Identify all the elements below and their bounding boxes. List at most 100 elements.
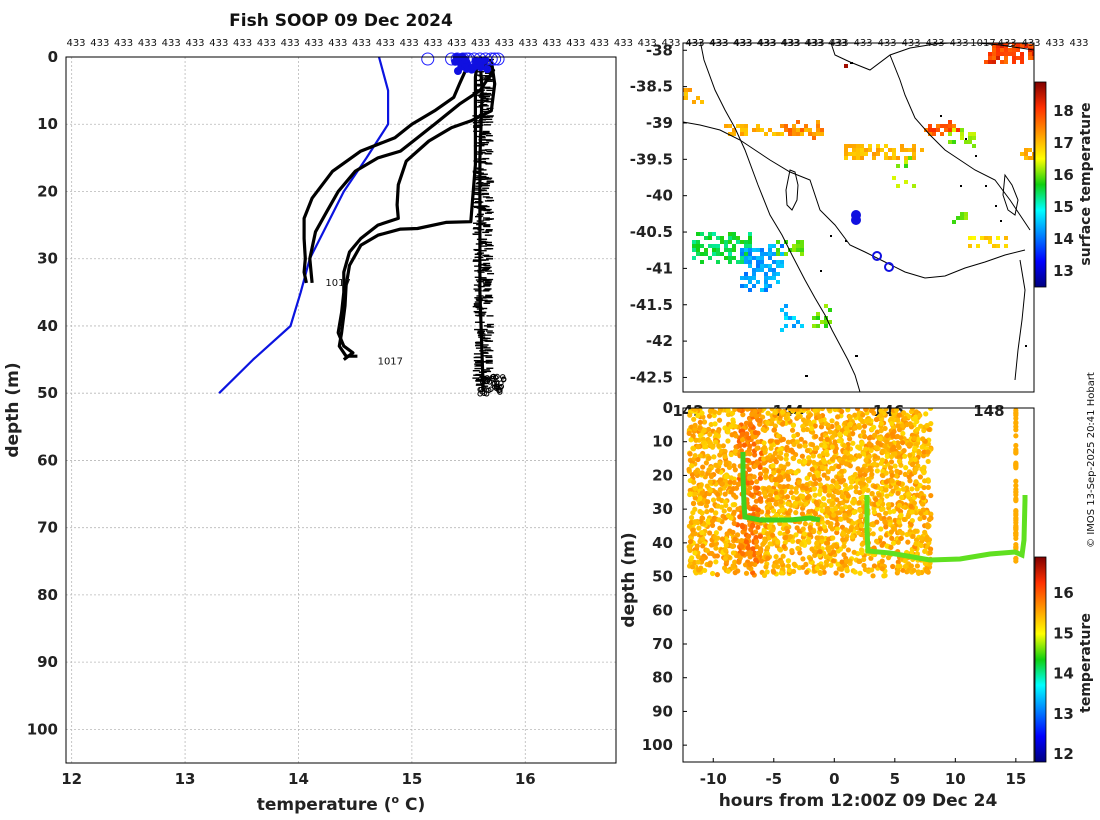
section-dot <box>868 447 874 453</box>
sst-pixel <box>904 156 908 160</box>
section-y-ticks: 0 10 20 30 40 50 60 70 80 90 100 <box>642 399 687 754</box>
section-dot <box>812 492 818 498</box>
sst-pixel <box>800 244 804 248</box>
section-dot <box>774 494 780 500</box>
sst-pixel <box>768 244 772 248</box>
section-dot <box>846 518 852 524</box>
sst-pixel <box>736 236 740 240</box>
section-dot <box>769 416 776 423</box>
sst-pixel <box>1016 44 1020 48</box>
coast-dots <box>805 62 1027 377</box>
map-colorbar-ticks: 13 14 15 16 17 18 <box>1053 102 1074 280</box>
section-dot <box>917 412 923 418</box>
sst-pixel <box>996 56 1000 60</box>
sst-pixel <box>772 260 776 264</box>
sst-pixel <box>884 144 888 148</box>
sst-pixel <box>820 132 824 136</box>
section-dot <box>715 535 721 541</box>
section-dot <box>852 569 858 575</box>
sst-pixel <box>944 124 948 128</box>
sst-pixel <box>732 132 736 136</box>
section-dot <box>1013 527 1019 533</box>
sst-pixel <box>988 60 992 64</box>
section-dot <box>833 505 839 511</box>
sst-pixel <box>972 136 976 140</box>
sst-pixel <box>896 164 900 168</box>
sst-pixel <box>948 120 952 124</box>
section-x-tick: -10 <box>700 770 727 788</box>
sst-pixel <box>696 232 700 236</box>
section-dot <box>885 555 892 561</box>
coastline-mainland <box>700 43 861 392</box>
sst-pixel <box>892 152 896 156</box>
sst-pixel <box>872 156 876 160</box>
surface-filled-marker <box>476 61 485 70</box>
section-dot <box>905 513 911 520</box>
section-dot <box>817 488 823 494</box>
section-dot <box>790 538 796 544</box>
profile-series <box>218 52 507 397</box>
section-dot <box>868 408 875 414</box>
map-colorbar-tick: 14 <box>1053 230 1074 248</box>
section-dot <box>686 430 692 436</box>
section-dot <box>716 517 722 523</box>
section-dot <box>830 478 836 484</box>
sst-pixel <box>700 260 704 264</box>
section-dot <box>706 413 713 419</box>
section-dot <box>857 445 863 451</box>
section-dot <box>883 470 889 476</box>
sst-pixel <box>796 248 800 252</box>
section-dot <box>714 571 720 578</box>
profile-top-label: 433 <box>138 38 157 49</box>
section-dot <box>919 535 925 541</box>
section-dot <box>1013 498 1019 504</box>
section-dot <box>755 550 761 556</box>
section-dot <box>852 471 858 478</box>
section-dot <box>870 531 876 537</box>
section-dot <box>896 502 903 508</box>
sst-pixel <box>740 260 744 264</box>
section-dot <box>804 447 811 454</box>
section-dot <box>920 436 926 442</box>
section-dot <box>700 436 706 442</box>
section-dot <box>803 501 809 507</box>
section-dot <box>745 545 751 551</box>
section-colorbar-label: temperature <box>1078 613 1094 713</box>
profile-top-label: 433 <box>376 38 395 49</box>
sst-pixel <box>716 236 720 240</box>
section-dot <box>890 488 896 494</box>
section-dot <box>732 408 738 413</box>
flinders-island <box>1002 173 1019 216</box>
sst-pixel <box>772 272 776 276</box>
section-dot <box>841 552 847 558</box>
section-dot <box>819 408 825 412</box>
section-dot <box>914 563 920 569</box>
section-dot <box>730 543 736 550</box>
section-dot <box>861 487 867 493</box>
sst-pixel <box>1020 60 1024 64</box>
section-dot <box>780 553 786 559</box>
section-dot <box>692 453 698 459</box>
sst-pixel <box>1032 56 1034 60</box>
section-dot <box>770 508 777 514</box>
section-dot <box>825 422 831 428</box>
section-dot <box>825 544 831 551</box>
section-dot <box>824 540 831 546</box>
section-dot <box>707 431 713 438</box>
section-dot <box>778 570 784 576</box>
sst-pixel <box>684 96 688 100</box>
section-dot <box>730 563 736 569</box>
sst-pixel <box>784 316 788 320</box>
sst-pixel <box>720 236 724 240</box>
section-dot <box>805 538 812 544</box>
section-dot <box>774 559 780 565</box>
section-dot <box>927 408 934 411</box>
section-dot <box>845 493 851 499</box>
sst-pixel <box>1020 152 1024 156</box>
sst-pixel <box>728 132 732 136</box>
section-dot <box>1013 415 1019 422</box>
section-dot <box>843 430 849 436</box>
section-dot <box>796 443 802 449</box>
sst-pixel <box>812 132 816 136</box>
section-dot <box>889 472 895 478</box>
